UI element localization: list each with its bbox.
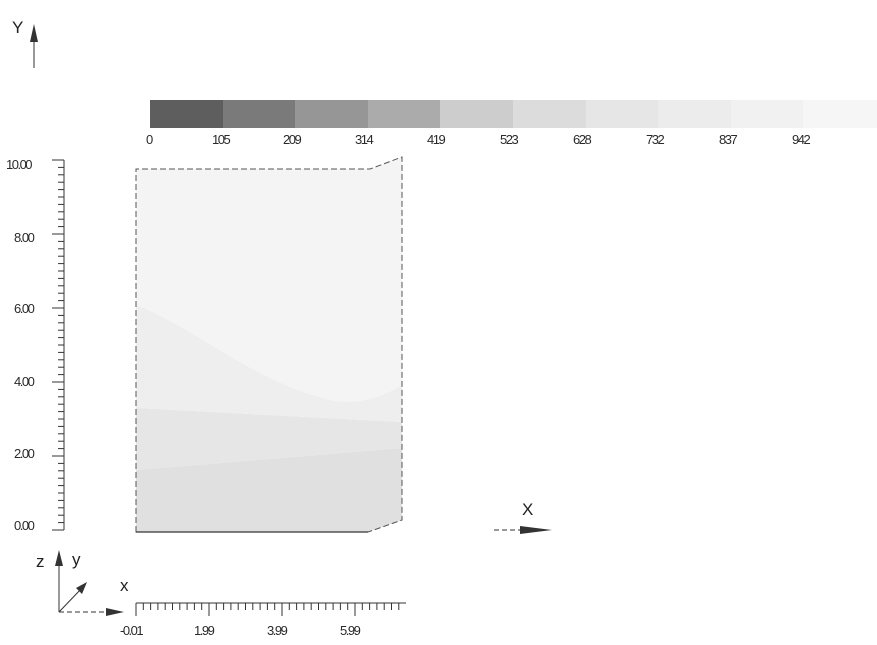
y-tick-label: 6.00 xyxy=(14,301,35,316)
colorbar-tick: 105 xyxy=(212,132,231,147)
y-tick-label: 0.00 xyxy=(14,518,35,533)
colorbar-tick: 0 xyxy=(146,132,153,147)
colorbar-tick: 523 xyxy=(500,132,519,147)
y-orientation-arrow xyxy=(30,24,38,68)
contour-region-lower xyxy=(136,408,402,470)
y-tick-label: 4.00 xyxy=(14,374,35,389)
x-direction-label: X xyxy=(522,500,534,519)
y-tick-label: 2.00 xyxy=(14,446,35,461)
colorbar-segment xyxy=(367,100,442,128)
colorbar-tick: 209 xyxy=(283,132,302,147)
colorbar-tick: 732 xyxy=(646,132,665,147)
colorbar-segment xyxy=(440,100,514,128)
triad-x-label: x xyxy=(120,576,129,595)
contour-region-bottom xyxy=(136,448,402,532)
colorbar-segment xyxy=(222,100,297,128)
y-axis-ruler xyxy=(52,159,65,531)
x-tick-label: 5.99 xyxy=(340,623,361,638)
colorbar-tick: 314 xyxy=(355,132,374,147)
coordinate-triad xyxy=(55,550,124,616)
colorbar-tick: 942 xyxy=(792,132,811,147)
colorbar-segment xyxy=(150,100,224,128)
contour-plate xyxy=(135,156,403,533)
colorbar-segment xyxy=(513,100,587,128)
x-tick-label: -0.01 xyxy=(120,623,144,638)
x-direction-arrow xyxy=(494,526,552,534)
y-orientation-label: Y xyxy=(12,18,24,37)
x-tick-label: 1.99 xyxy=(194,623,215,638)
triad-y-label: y xyxy=(72,550,81,569)
contour-region-middle xyxy=(136,305,402,422)
colorbar-segment xyxy=(585,100,660,128)
y-tick-label: 8.00 xyxy=(14,230,35,245)
triad-z-label: z xyxy=(36,552,45,571)
y-tick-label: 10.00 xyxy=(6,157,33,172)
colorbar-segment xyxy=(295,100,369,128)
x-axis-ruler xyxy=(135,602,406,616)
colorbar-tick: 628 xyxy=(573,132,592,147)
contour-region-upper xyxy=(136,157,402,402)
colorbar-tick: 419 xyxy=(427,132,446,147)
x-tick-label: 3.99 xyxy=(267,623,288,638)
colorbar-segment xyxy=(658,100,732,128)
colorbar-segment xyxy=(730,100,805,128)
colorbar-segment xyxy=(803,100,877,128)
colorbar-tick: 837 xyxy=(719,132,738,147)
